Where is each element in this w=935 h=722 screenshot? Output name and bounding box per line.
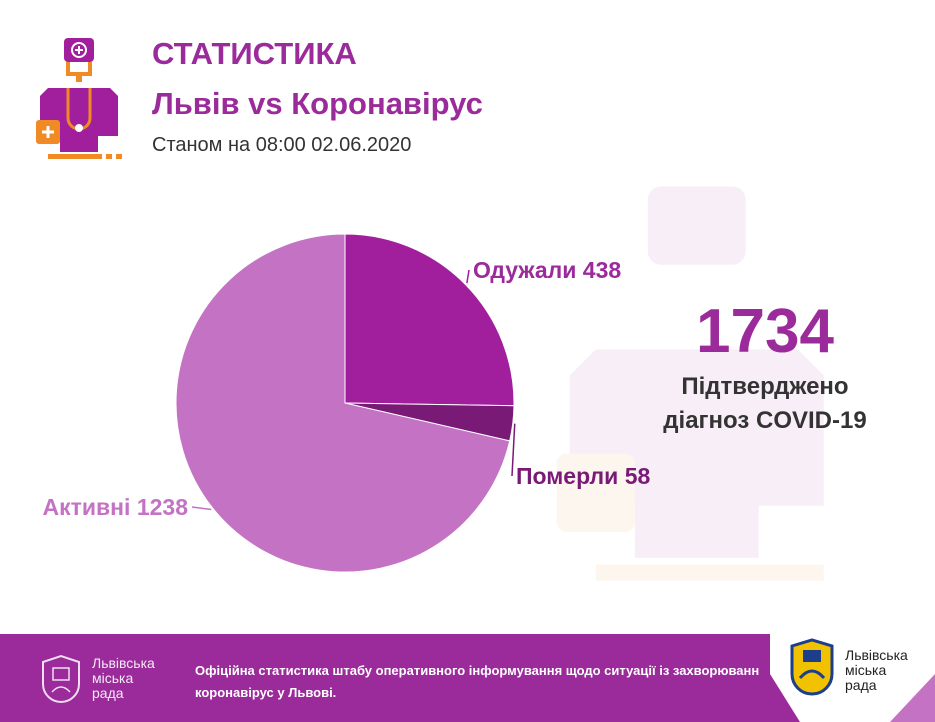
pie-leader-line-2 xyxy=(191,506,212,511)
footer-city-line1: Львівська xyxy=(92,655,155,671)
doctor-logo-icon xyxy=(36,38,122,159)
pie-slice-0 xyxy=(344,233,515,407)
city-council-card xyxy=(770,634,935,722)
pie-leader-line-1 xyxy=(511,423,516,477)
footer-city-name: Львівська міська рада xyxy=(92,656,172,701)
card-city-line1: Львівська xyxy=(845,647,908,663)
card-city-line2: міська xyxy=(845,662,887,678)
city-emblem-outline-icon xyxy=(42,654,80,703)
total-caption-line2: діагноз COVID-19 xyxy=(663,407,867,434)
pie-label-1: Померли 58 xyxy=(516,463,650,489)
total-caption-line1: Підтверджено xyxy=(681,373,849,400)
pie-label-0: Одужали 438 xyxy=(473,257,621,283)
card-city-line3: рада xyxy=(845,677,877,693)
report-date: Станом на 08:00 02.06.2020 xyxy=(152,134,412,156)
page-subtitle: Львів vs Коронавірус xyxy=(152,86,483,121)
footer-bar: Львівська міська рада Офіційна статистик… xyxy=(0,634,935,722)
pie-label-2: Активні 1238 xyxy=(42,494,188,520)
footer-text-line1: Офіційна статистика штабу оперативного і… xyxy=(195,663,760,678)
footer-city-line3: рада xyxy=(92,685,124,701)
total-caption: Підтверджено діагноз COVID-19 xyxy=(650,370,880,438)
footer-text-line2: коронавірус у Львові. xyxy=(195,685,337,700)
doctor-watermark-icon xyxy=(556,186,824,581)
card-city-name: Львівська міська рада xyxy=(845,648,925,693)
pie-leader-line-0 xyxy=(466,269,470,284)
pie-slice-2 xyxy=(175,233,511,573)
page-title: СТАТИСТИКА xyxy=(152,36,357,71)
total-cases: 1734 xyxy=(696,297,834,366)
footer-disclaimer: Офіційна статистика штабу оперативного і… xyxy=(195,660,775,704)
footer-city-line2: міська xyxy=(92,670,134,686)
